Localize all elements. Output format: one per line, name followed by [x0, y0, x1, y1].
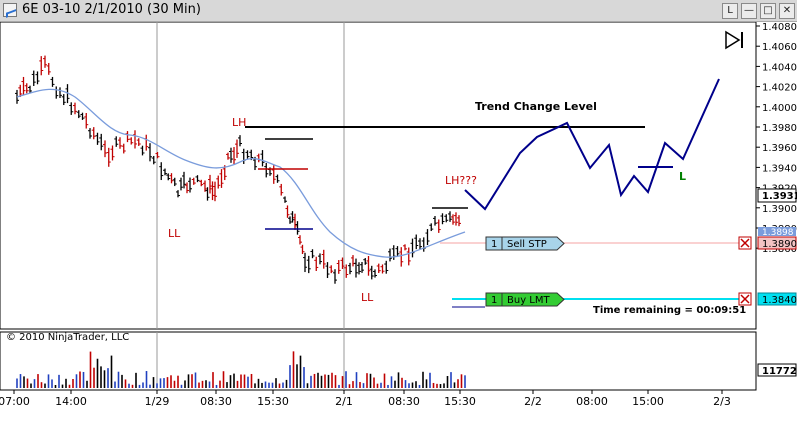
copyright-text: © 2010 NinjaTrader, LLC: [6, 332, 130, 343]
cancel-buy-limit-icon[interactable]: [738, 292, 752, 306]
trend-change-label: Trend Change Level: [475, 100, 597, 113]
maximize-button[interactable]: □: [760, 3, 776, 19]
chart-panel[interactable]: Trend Change Level L LH LH??? LL LL 1: [0, 21, 797, 418]
close-icon[interactable]: ✕: [779, 3, 795, 19]
link-button[interactable]: L: [722, 3, 738, 19]
price-tick-label: 1.4060: [762, 42, 797, 53]
price-tick-label: 1.3980: [762, 123, 797, 134]
moving-average-line: [16, 88, 466, 258]
lh-question-label: LH???: [445, 174, 477, 187]
time-tick-label: 14:00: [55, 395, 87, 408]
chart-icon: [3, 3, 17, 17]
title-bar: 6E 03-10 2/1/2010 (30 Min) L — □ ✕: [0, 0, 797, 22]
buy-limit-price-tag: 1.3840: [757, 292, 797, 306]
time-tick-label: 15:00: [632, 395, 664, 408]
price-bars: [15, 55, 461, 284]
price-tick-label: 1.3960: [762, 143, 797, 154]
price-axis[interactable]: 1.4080 1.4060 1.4040 1.4020 1.4000 1.3980 1.39…: [755, 22, 797, 329]
last-volume-tag: 11772: [757, 363, 797, 377]
marker-price-value: 1.3898: [762, 228, 794, 238]
time-axis[interactable]: 07:00 14:00 1/29 08:30 15:30 2/1 08:30 15:30 2/2…: [0, 390, 731, 408]
scroll-to-end-icon[interactable]: [725, 30, 743, 50]
volume-bars: [16, 351, 466, 388]
price-chart[interactable]: Trend Change Level L LH LH??? LL LL 1: [0, 21, 797, 418]
time-tick-label: 2/1: [335, 395, 353, 408]
marker-price-tag: 1.3898: [758, 227, 796, 238]
buy-limit-price-value: 1.3840: [762, 295, 797, 306]
time-tick-label: 1/29: [145, 395, 170, 408]
sell-stop-qty: 1: [491, 239, 497, 250]
price-tick-label: 1.4080: [762, 22, 797, 33]
price-tick-label: 1.3860: [762, 244, 797, 255]
time-tick-label: 07:00: [0, 395, 30, 408]
sell-stop-price-tag: 1.3890: [757, 236, 797, 250]
time-tick-label: 08:30: [200, 395, 232, 408]
time-tick-label: 15:30: [444, 395, 476, 408]
time-tick-label: 2/2: [524, 395, 542, 408]
ll-label: LL: [168, 227, 181, 240]
last-price-tag: 1.3931: [757, 188, 797, 203]
last-price-value: 1.3931: [762, 191, 797, 202]
projection-line: [464, 78, 720, 211]
price-tick-label: 1.4020: [762, 83, 797, 94]
price-panel-frame: [0, 21, 757, 330]
buy-limit-qty: 1: [491, 295, 497, 306]
last-volume-value: 11772: [762, 366, 797, 377]
price-tick-label: 1.4040: [762, 62, 797, 73]
time-tick-label: 08:30: [388, 395, 420, 408]
l-label: L: [679, 170, 686, 183]
sell-stop-price-value: 1.3890: [762, 239, 797, 250]
ll-label: LL: [361, 291, 374, 304]
time-tick-label: 15:30: [257, 395, 289, 408]
lh-label: LH: [232, 116, 246, 129]
time-tick-label: 08:00: [576, 395, 608, 408]
minimize-button[interactable]: —: [741, 3, 757, 19]
buy-limit-label: Buy LMT: [507, 295, 550, 306]
sell-stop-tag[interactable]: 1 Sell STP: [485, 236, 565, 251]
cancel-sell-stop-icon[interactable]: [738, 236, 752, 250]
price-tick-label: 1.4000: [762, 103, 797, 114]
time-tick-label: 2/3: [713, 395, 731, 408]
time-remaining: Time remaining = 00:09:51: [593, 305, 746, 316]
price-tick-label: 1.3900: [762, 204, 797, 215]
price-tick-label: 1.3940: [762, 163, 797, 174]
window-title: 6E 03-10 2/1/2010 (30 Min): [22, 2, 201, 17]
sell-stop-label: Sell STP: [507, 239, 547, 250]
buy-limit-tag[interactable]: 1 Buy LMT: [485, 292, 565, 307]
